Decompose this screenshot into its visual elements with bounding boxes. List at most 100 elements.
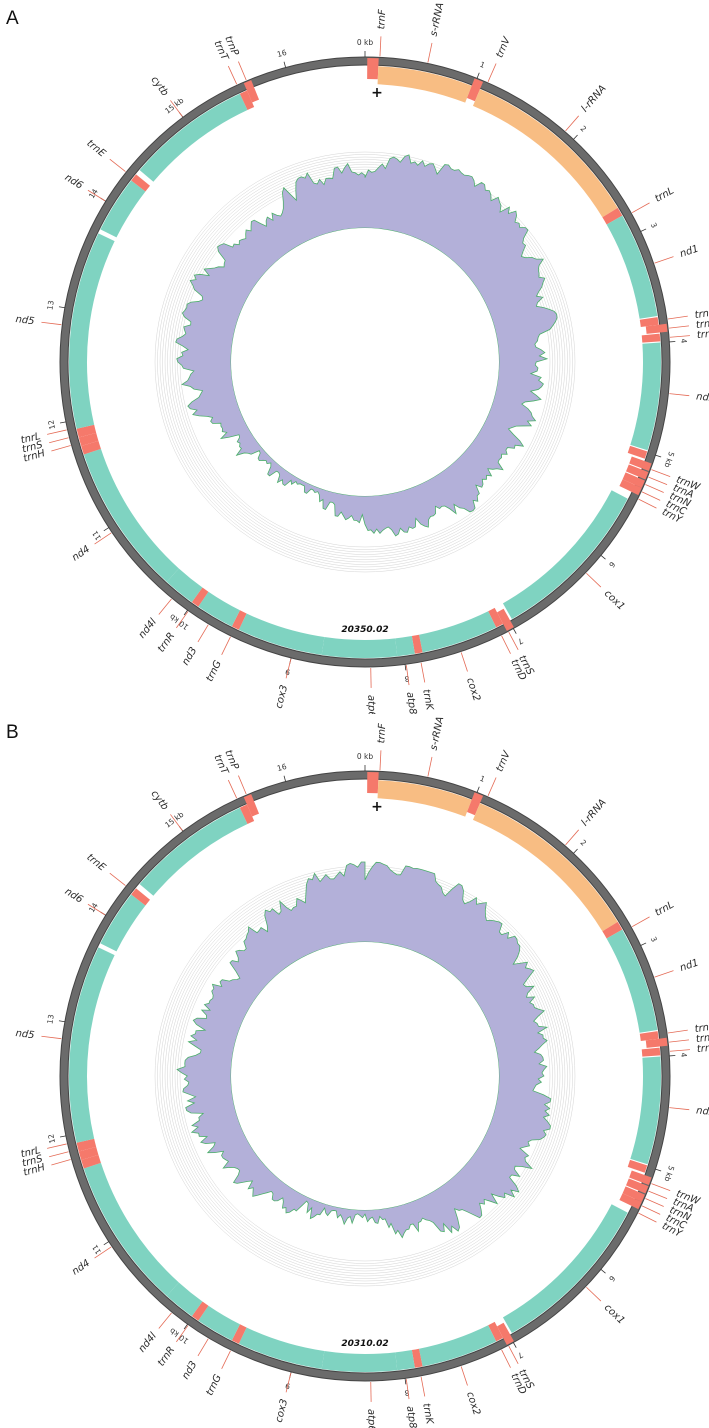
coverage-hole [231, 228, 499, 496]
backbone-ring [60, 57, 670, 667]
tick-mark [655, 1168, 662, 1172]
leader-line [631, 916, 650, 928]
feature-l-rRNA [472, 89, 618, 218]
tick-label: 10 kb [168, 1326, 191, 1346]
leader-line [109, 158, 126, 172]
feature-label: nd1 [679, 957, 701, 974]
feature-trnK [411, 634, 423, 654]
tick-mark [476, 72, 480, 79]
tick-mark [600, 555, 606, 560]
feature-label: trnQ [695, 1032, 709, 1045]
origin-marker: + [371, 799, 383, 815]
feature-atp8 [395, 636, 415, 657]
feature-label: atp8 [404, 691, 418, 714]
feature-label: trnM [697, 328, 709, 341]
feature-trnC [622, 472, 645, 488]
feature-label: cox2 [464, 1391, 482, 1417]
leader-line [669, 1107, 690, 1111]
feature-label: cytb [148, 788, 170, 812]
feature-nd3 [198, 1305, 240, 1341]
feature-label: atp6 [365, 1409, 376, 1428]
feature-nd5 [69, 947, 115, 1143]
feature-trnY [619, 479, 642, 496]
feature-nd1 [606, 929, 658, 1033]
feature-cytb [139, 807, 248, 896]
feature-cox3 [238, 1327, 325, 1369]
leader-line [641, 1205, 661, 1215]
leader-line [460, 1366, 468, 1386]
feature-trnA [629, 456, 652, 472]
tick-label: 6 [607, 560, 617, 570]
leader-line [227, 65, 238, 85]
feature-nd3 [198, 591, 240, 627]
feature-trnM [641, 333, 661, 343]
tick-label: 13 [45, 299, 56, 310]
tick-label: 7 [516, 636, 525, 646]
feature-label: nd6 [63, 886, 85, 905]
leader-line [238, 775, 247, 795]
tick-mark [58, 1020, 65, 1023]
feature-l-rRNA [472, 803, 618, 932]
leader-line [508, 1345, 519, 1364]
feature-nd6 [100, 894, 146, 952]
feature-nd2 [630, 342, 661, 451]
feature-trnT [239, 804, 255, 825]
leader-line [170, 100, 183, 117]
tick-label: 12 [46, 1133, 57, 1144]
tick-mark [476, 786, 480, 793]
leader-line [501, 1349, 511, 1368]
feature-cytb [139, 93, 248, 182]
leader-line [638, 498, 657, 509]
tick-mark [103, 1241, 110, 1246]
feature-label: trnR [156, 1345, 177, 1369]
feature-trnW [627, 445, 648, 459]
feature-nd4l [166, 568, 203, 603]
feature-label: nd4l [137, 1331, 159, 1355]
panel-letter: A [6, 8, 19, 29]
tick-mark [283, 61, 286, 68]
tick-mark [283, 775, 286, 782]
feature-cox2 [419, 611, 497, 653]
leader-line [427, 756, 433, 777]
feature-trnK [411, 1348, 423, 1368]
tick-mark [512, 1342, 517, 1348]
tick-mark [573, 134, 578, 140]
leader-line [109, 872, 126, 886]
feature-trnQ [645, 1037, 668, 1048]
feature-trnF [367, 772, 379, 794]
feature-label: trnF [376, 723, 388, 744]
feature-label: trnF [376, 9, 388, 30]
feature-trnS [497, 608, 514, 631]
tick-label: 5 kb [662, 1164, 676, 1182]
feature-label: nd2 [696, 391, 709, 404]
feature-label: l-rRNA [580, 83, 609, 114]
tick-label: 4 [679, 338, 688, 344]
feature-label: cox1 [602, 1302, 627, 1326]
feature-trnI [639, 317, 659, 328]
feature-trnS [497, 1322, 514, 1345]
feature-trnF [367, 58, 379, 80]
feature-label: trnK [420, 688, 435, 712]
tick-label: 3 [649, 935, 659, 943]
feature-trnS [78, 1146, 99, 1161]
feature-label: trnG [204, 659, 224, 684]
sample-label: 20350.02 [341, 625, 388, 635]
feature-trnH [76, 1138, 97, 1152]
feature-label: trnI [694, 1022, 709, 1035]
tick-mark [640, 942, 647, 946]
tick-label: 3 [649, 221, 659, 229]
leader-line [651, 469, 671, 478]
feature-trnL [602, 921, 623, 939]
feature-s-rRNA [377, 780, 472, 817]
tick-mark [600, 1269, 606, 1274]
leader-line [565, 115, 579, 132]
feature-trnL [602, 207, 623, 225]
tick-label: 2 [579, 838, 589, 848]
tick-label: 12 [46, 419, 57, 430]
feature-label: trnL [653, 899, 676, 918]
feature-nd4l [166, 1282, 203, 1317]
feature-trnQ [645, 323, 668, 334]
leader-line [645, 484, 664, 493]
tick-mark [183, 609, 188, 616]
